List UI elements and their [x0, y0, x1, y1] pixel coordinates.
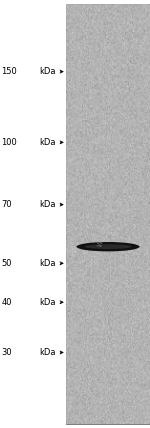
Ellipse shape [84, 244, 132, 249]
Text: 40: 40 [2, 298, 12, 307]
Text: kDa: kDa [39, 298, 56, 307]
Text: 100: 100 [2, 138, 17, 147]
Text: 150: 150 [2, 67, 17, 76]
Text: kDa: kDa [39, 348, 56, 357]
Ellipse shape [76, 242, 140, 251]
Text: 70: 70 [2, 200, 12, 209]
Text: kDa: kDa [39, 67, 56, 76]
Text: kDa: kDa [39, 259, 56, 268]
Text: 50: 50 [2, 259, 12, 268]
Text: kDa: kDa [39, 200, 56, 209]
Bar [66, 4, 150, 424]
Text: kDa: kDa [39, 138, 56, 147]
Text: 30: 30 [2, 348, 12, 357]
Text: WWW.PTGLAB.COM: WWW.PTGLAB.COM [96, 180, 120, 248]
